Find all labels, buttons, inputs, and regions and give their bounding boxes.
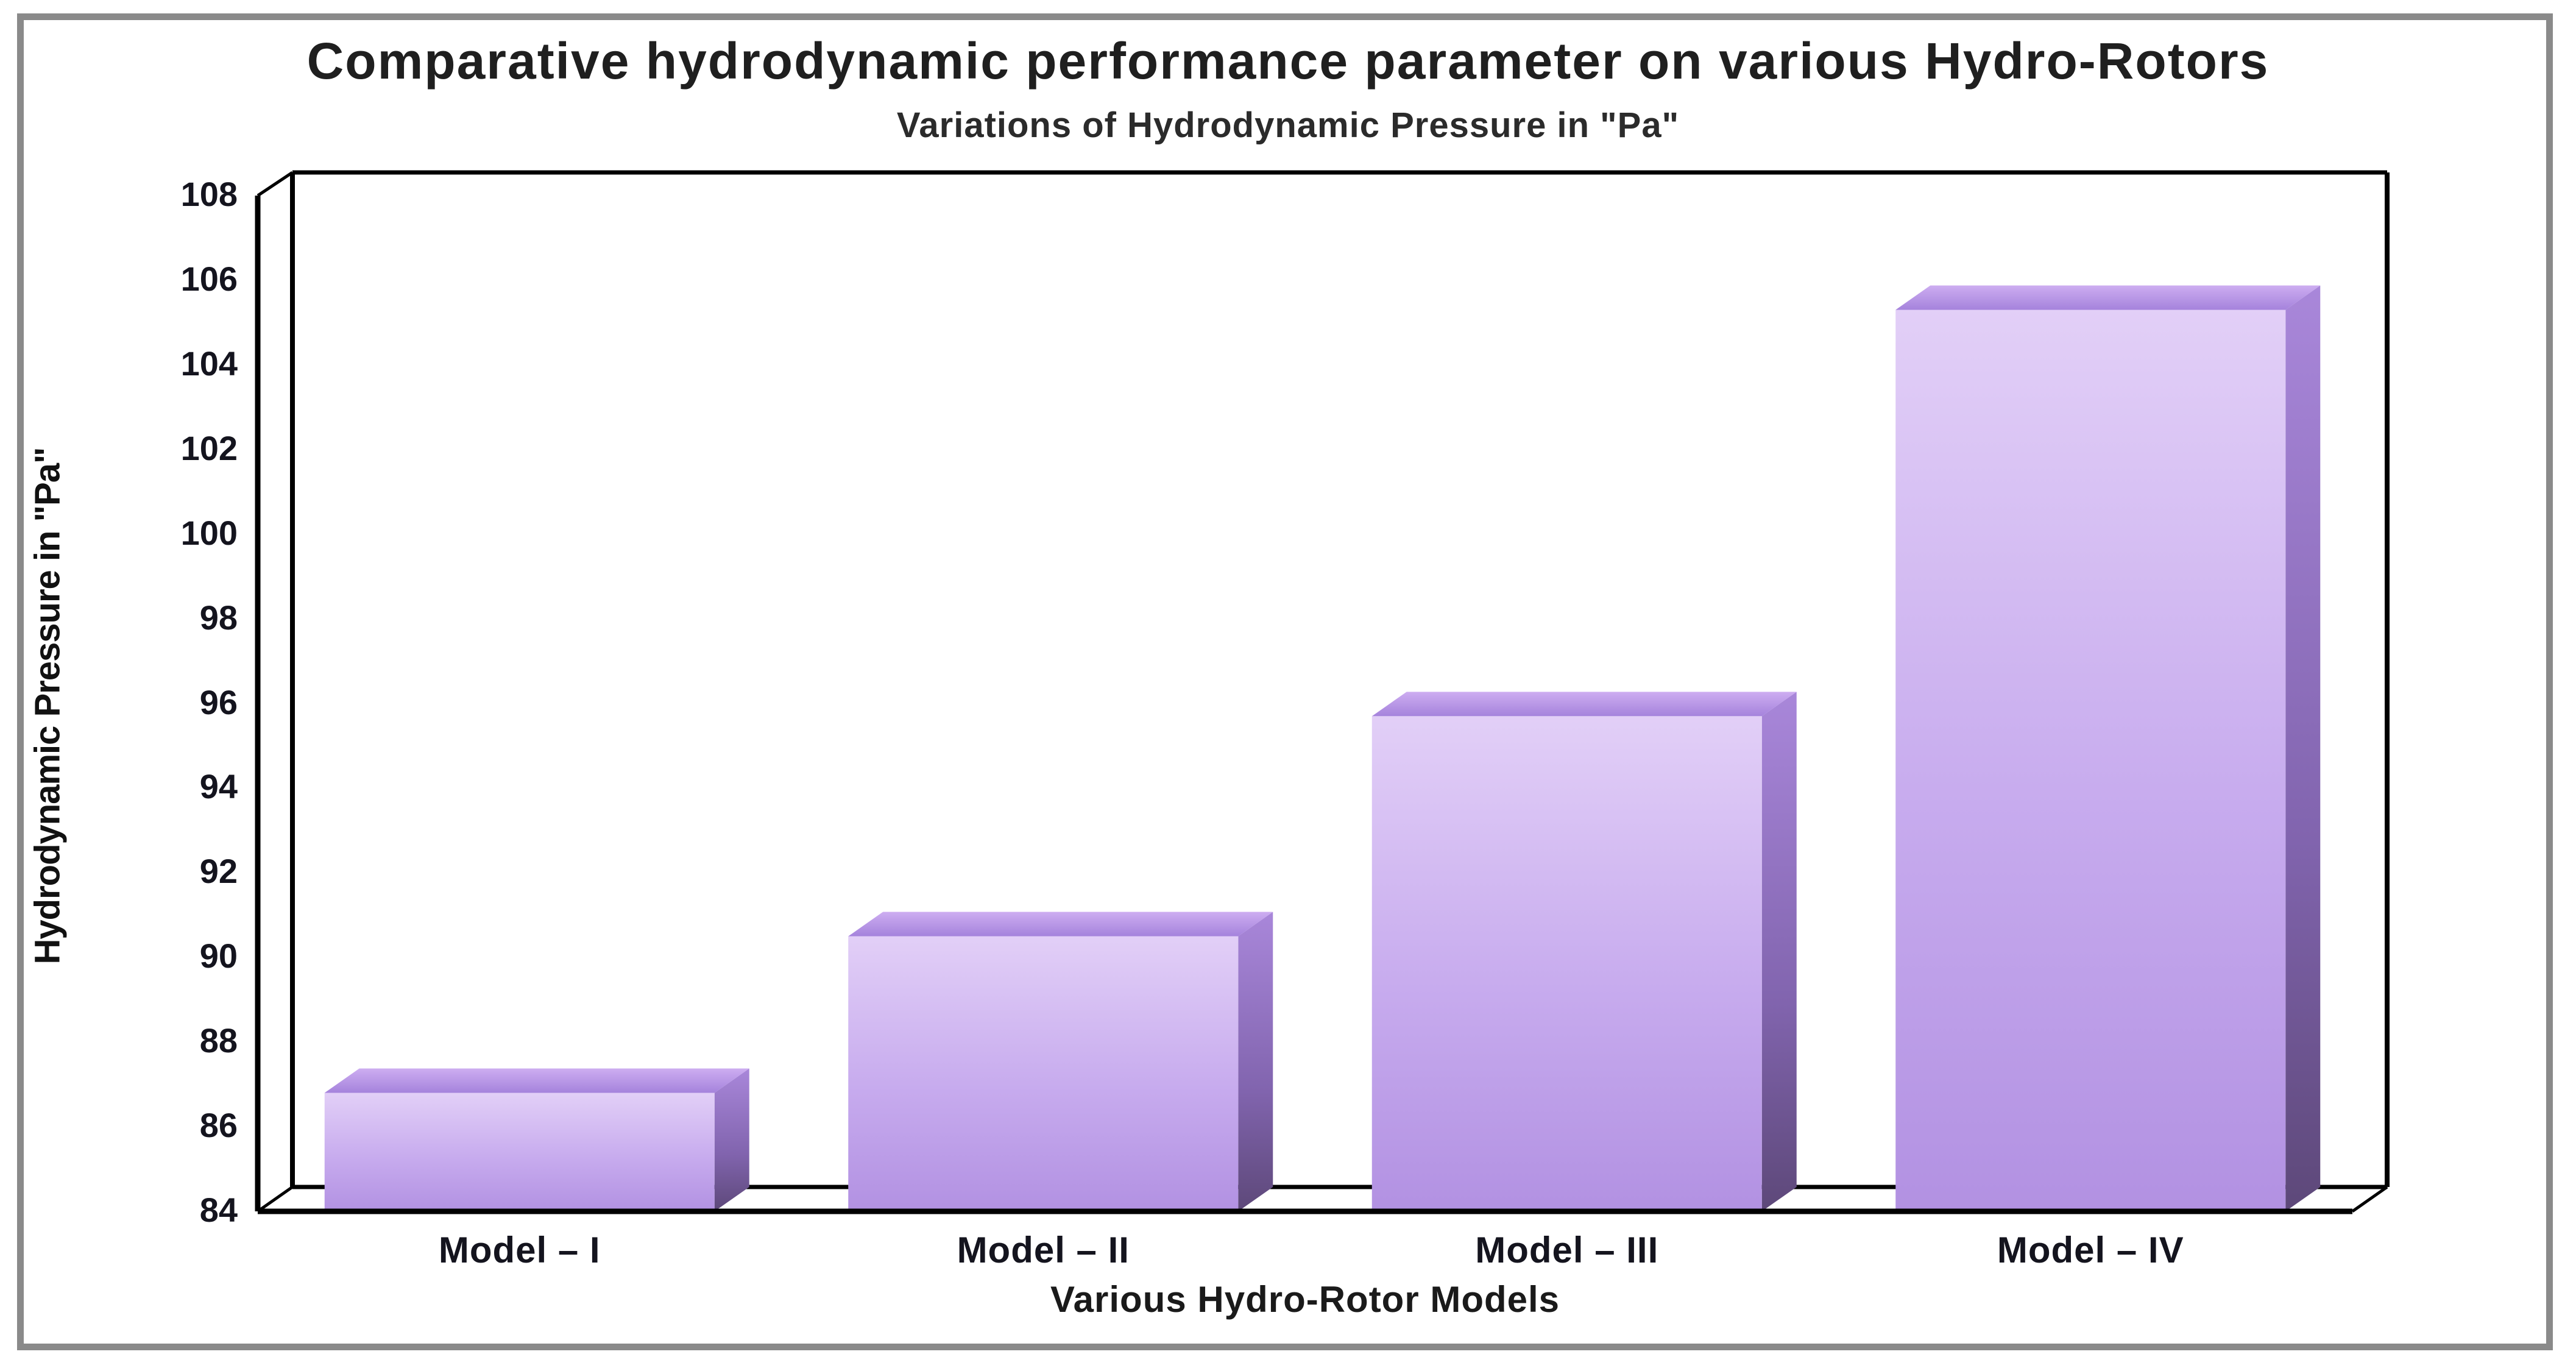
bar-side-face [2285, 285, 2321, 1212]
bar-side-face [1761, 692, 1797, 1211]
y-tick-label: 108 [180, 175, 238, 213]
chart-title: Comparative hydrodynamic performance par… [306, 32, 2270, 90]
bar-side-face [714, 1068, 749, 1211]
bottomleft-depth-line [257, 1185, 294, 1213]
bar-model-ii [848, 912, 1273, 1211]
y-tick-label: 98 [199, 598, 238, 637]
y-tick-label: 100 [180, 513, 238, 552]
bar-top-face [1371, 692, 1797, 717]
x-axis-title: Various Hydro-Rotor Models [1050, 1279, 1560, 1320]
y-tick-label: 88 [199, 1021, 238, 1060]
y-tick-label: 106 [180, 259, 238, 298]
y-tick-label: 102 [180, 428, 238, 467]
bar-top-face [324, 1068, 749, 1093]
bar-model-i [324, 1068, 749, 1211]
x-category-label: Model – IV [1997, 1230, 2184, 1270]
y-tick-label: 96 [199, 682, 238, 721]
y-axis-title: Hydrodynamic Pressure in "Pa" [27, 447, 68, 965]
y-tick-label: 104 [180, 344, 238, 383]
x-category-label: Model – II [957, 1230, 1130, 1270]
bar-top-face [1895, 285, 2321, 310]
y-tick-label: 84 [199, 1191, 238, 1229]
bottomright-depth-line [2351, 1185, 2388, 1213]
y-tick-label: 90 [199, 937, 238, 976]
plot-topleft-depth-line [257, 171, 294, 197]
bar-front-face [1895, 310, 2286, 1212]
bar-side-face [1238, 912, 1273, 1211]
y-tick-label: 86 [199, 1106, 238, 1145]
bar-front-face [848, 936, 1239, 1211]
x-category-label: Model – III [1475, 1230, 1659, 1270]
bar-front-face [324, 1093, 715, 1211]
bar-model-iii [1371, 692, 1797, 1211]
y-tick-label: 92 [199, 852, 238, 891]
bar-top-face [848, 912, 1273, 937]
bar-front-face [1371, 716, 1762, 1211]
chart-subtitle: Variations of Hydrodynamic Pressure in "… [896, 105, 1680, 145]
x-category-label: Model – I [438, 1230, 601, 1270]
y-tick-label: 94 [199, 767, 238, 806]
bar-model-iv [1895, 285, 2321, 1212]
